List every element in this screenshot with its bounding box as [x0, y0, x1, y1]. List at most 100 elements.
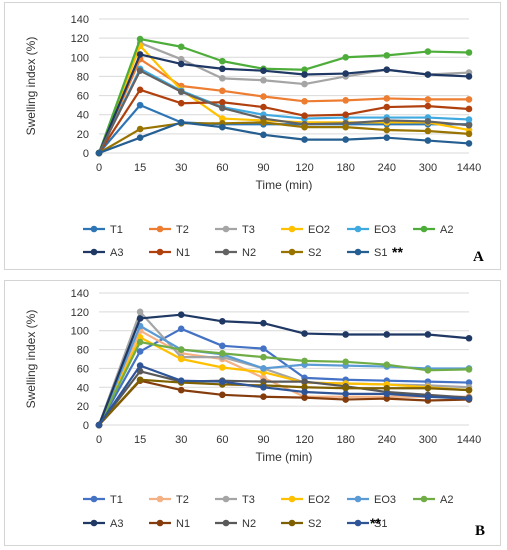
chart-a-legend-label-s1: S1 — [374, 247, 387, 259]
chart-b-x-tick-label: 15 — [134, 434, 146, 446]
chart-b-legend-marker-t2 — [156, 495, 164, 503]
chart-b-x-tick-label: 300 — [419, 434, 437, 446]
chart-a-point-t3 — [219, 75, 226, 82]
chart-a-point-s2 — [465, 130, 473, 138]
chart-b-point-s1 — [219, 378, 226, 385]
chart-b-legend-label-a3: A3 — [110, 518, 123, 530]
chart-a-legend-label-n2: N2 — [242, 247, 256, 259]
chart-b-point-a3 — [342, 331, 349, 338]
chart-b-legend-marker-a2 — [420, 495, 428, 503]
chart-a-legend-label-t1: T1 — [110, 224, 123, 236]
chart-b-point-a3 — [177, 311, 185, 318]
chart-b-x-tick-label: 240 — [378, 434, 396, 446]
chart-a-x-tick-label: 60 — [216, 162, 228, 174]
chart-a-point-s1 — [342, 136, 349, 143]
chart-a-point-s2 — [342, 123, 349, 131]
chart-a-point-a3 — [342, 70, 349, 77]
chart-a-series-line-s1 — [98, 121, 470, 155]
chart-a-legend-label-t2: T2 — [176, 224, 189, 236]
chart-b-point-s2 — [342, 384, 349, 392]
chart-a-point-a3 — [424, 71, 432, 78]
chart-a-x-tick-label: 180 — [336, 162, 354, 174]
chart-a-point-t1 — [136, 101, 144, 109]
chart-b-point-t1 — [177, 325, 185, 333]
chart-a-legend-marker-n2 — [222, 248, 230, 256]
chart-b-legend-marker-t1 — [90, 495, 98, 503]
chart-b-point-a3 — [424, 331, 432, 338]
chart-b-point-s2 — [465, 386, 473, 394]
chart-a-legend-marker-a2 — [420, 225, 428, 233]
chart-b-point-t3 — [136, 308, 144, 316]
chart-b-point-s2 — [424, 384, 432, 392]
chart-a-panel-label: A — [473, 249, 484, 265]
chart-b-point-n1 — [301, 394, 308, 401]
chart-a-point-a3 — [383, 66, 391, 74]
chart-a-point-n2 — [424, 118, 432, 125]
chart-a-point-n2 — [465, 121, 473, 129]
chart-b-y-tick-label: 60 — [77, 363, 89, 375]
chart-a-point-a3 — [136, 51, 144, 58]
chart-a-point-s1 — [424, 137, 432, 144]
chart-b-point-s1 — [260, 383, 267, 391]
chart-a-point-t2 — [342, 97, 349, 104]
chart-b-legend-label-n1: N1 — [176, 518, 190, 530]
chart-b-point-s1 — [342, 390, 349, 398]
chart-a-point-t3 — [177, 55, 185, 63]
chart-b-point-s1 — [136, 362, 144, 369]
chart-b-point-n2 — [301, 378, 308, 385]
chart-b-y-axis-title: Swelling index (%) — [24, 310, 38, 409]
chart-a-y-tick-label: 80 — [77, 71, 89, 83]
chart-a-point-n1 — [260, 103, 267, 111]
chart-b-point-eo3 — [260, 365, 267, 372]
chart-b-x-axis-title: Time (min) — [256, 450, 313, 464]
chart-a-legend-label-a2: A2 — [440, 224, 453, 236]
chart-b-point-n1 — [219, 391, 226, 399]
chart-b-series-line-s2 — [98, 378, 470, 426]
chart-a-legend-marker-t1 — [90, 225, 98, 233]
chart-b-x-tick-label: 30 — [175, 434, 187, 446]
chart-b-point-a2 — [342, 358, 349, 366]
chart-a-point-s2 — [136, 125, 144, 133]
chart-b-legend-marker-eo2 — [288, 495, 296, 503]
chart-a-y-tick-label: 20 — [77, 129, 89, 141]
chart-a-point-t2 — [383, 95, 391, 102]
chart-a-point-n2 — [383, 117, 391, 124]
chart-b-legend-label-n2: N2 — [242, 518, 256, 530]
chart-a-point-s1 — [95, 149, 103, 157]
chart-b-y-tick-label: 20 — [77, 401, 89, 413]
chart-a-point-n1 — [219, 98, 226, 106]
chart-a-point-s1 — [260, 131, 267, 139]
chart-a-legend-marker-s1 — [354, 248, 362, 256]
chart-a-point-a3 — [177, 60, 185, 68]
chart-b-legend-label-t2: T2 — [176, 494, 189, 506]
chart-a-point-n1 — [424, 102, 432, 110]
chart-b-series-line-a2 — [98, 340, 470, 426]
chart-b-point-eo2 — [219, 364, 226, 371]
chart-a-svg: 0 20 40 60 80 100 120 140 0 15 30 60 90 120 180 240 300 1… — [24, 14, 484, 265]
chart-a-point-n1 — [301, 112, 308, 119]
chart-b-series-line-t1 — [98, 327, 470, 426]
chart-b-point-a3 — [465, 334, 473, 342]
chart-a-x-tick-label: 120 — [295, 162, 313, 174]
chart-b-point-a2 — [260, 353, 267, 361]
chart-b-legend-marker-n1 — [156, 519, 164, 527]
chart-a-point-n2 — [136, 67, 144, 74]
chart-b-x-tick-label: 1440 — [457, 434, 481, 446]
chart-a-legend-marker-eo3 — [354, 225, 362, 233]
chart-a-legend-label-a3: A3 — [110, 247, 123, 259]
chart-a-point-eo2 — [219, 115, 226, 122]
chart-a-series-line-a3 — [97, 53, 470, 154]
chart-b-panel-label: B — [475, 523, 485, 539]
chart-a-point-t2 — [465, 96, 473, 103]
chart-b-x-tick-label: 120 — [295, 434, 313, 446]
chart-b-y-tick-label: 0 — [83, 420, 89, 432]
chart-b-series-line-n2 — [98, 370, 470, 426]
chart-a-legend-label-eo2: EO2 — [308, 224, 330, 236]
chart-a-point-a3 — [465, 73, 473, 80]
chart-b-point-a3 — [383, 331, 391, 338]
chart-b-legend-marker-t3 — [222, 495, 230, 503]
chart-a-point-s1 — [383, 134, 391, 141]
chart-a-point-t2 — [301, 98, 308, 105]
chart-a-y-axis-title: Swelling index (%) — [24, 37, 38, 136]
chart-a-point-a2 — [424, 48, 432, 55]
